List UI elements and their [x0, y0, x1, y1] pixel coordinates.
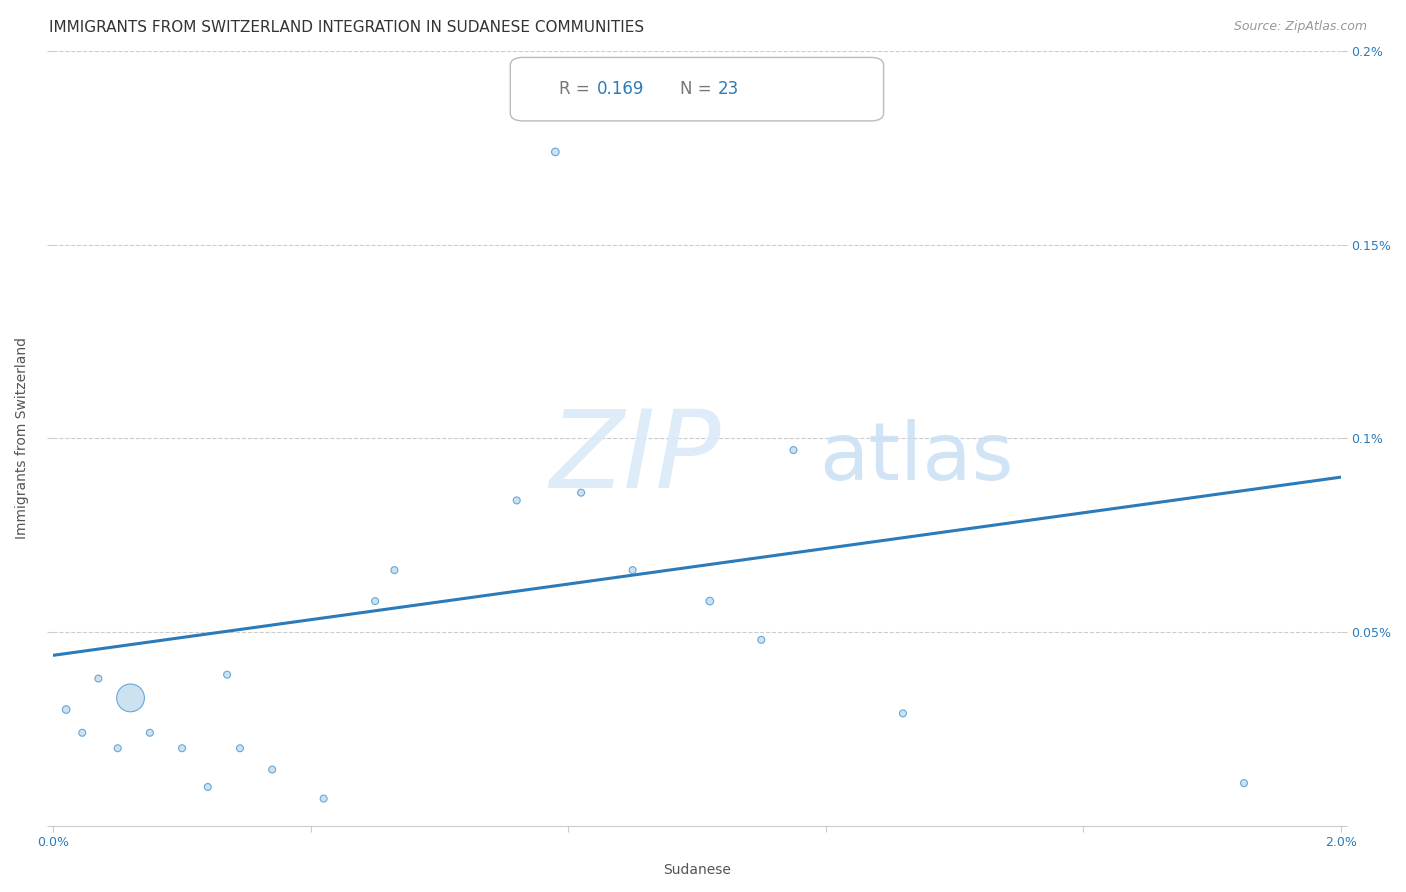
- Point: [544, 145, 567, 159]
- Text: Source: ZipAtlas.com: Source: ZipAtlas.com: [1233, 20, 1367, 33]
- Text: 23: 23: [717, 80, 738, 98]
- Point: [55, 702, 77, 716]
- Point: [782, 443, 804, 458]
- Point: [891, 706, 914, 721]
- Point: [229, 741, 252, 756]
- Point: [569, 485, 592, 500]
- Text: IMMIGRANTS FROM SWITZERLAND INTEGRATION IN SUDANESE COMMUNITIES: IMMIGRANTS FROM SWITZERLAND INTEGRATION …: [49, 20, 644, 35]
- Text: N =: N =: [681, 80, 717, 98]
- X-axis label: Sudanese: Sudanese: [664, 863, 731, 877]
- Point: [139, 725, 162, 739]
- Point: [1233, 776, 1256, 790]
- Text: atlas: atlas: [820, 419, 1014, 497]
- Text: ZIP: ZIP: [548, 405, 720, 510]
- Point: [312, 791, 335, 805]
- Text: 0.169: 0.169: [596, 80, 644, 98]
- Point: [262, 763, 284, 777]
- FancyBboxPatch shape: [510, 57, 883, 121]
- Point: [506, 493, 529, 508]
- Point: [107, 741, 129, 756]
- Y-axis label: Immigrants from Switzerland: Immigrants from Switzerland: [15, 337, 30, 540]
- Point: [170, 741, 193, 756]
- Point: [87, 672, 110, 686]
- Point: [749, 632, 772, 647]
- Point: [197, 780, 219, 794]
- Point: [217, 667, 239, 681]
- Point: [364, 594, 387, 608]
- Point: [699, 594, 721, 608]
- Point: [621, 563, 644, 577]
- Point: [120, 690, 142, 705]
- Point: [72, 725, 94, 739]
- Text: R =: R =: [560, 80, 595, 98]
- Point: [384, 563, 406, 577]
